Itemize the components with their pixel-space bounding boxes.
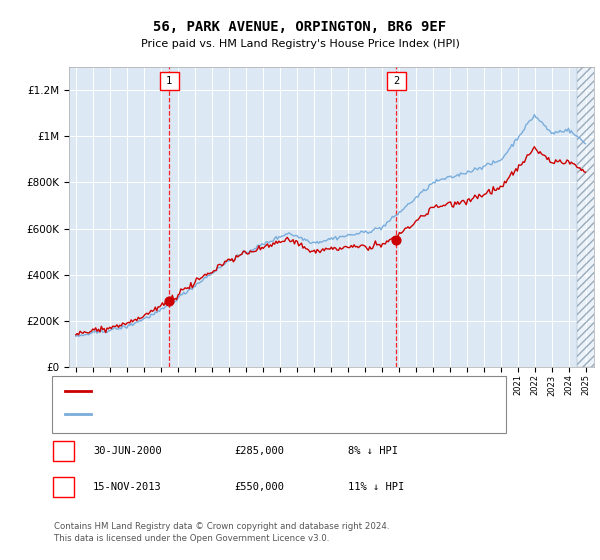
Text: 11% ↓ HPI: 11% ↓ HPI <box>348 482 404 492</box>
Point <box>392 236 401 245</box>
Text: HPI: Average price, detached house, Bromley: HPI: Average price, detached house, Brom… <box>96 409 332 419</box>
Text: £285,000: £285,000 <box>234 446 284 456</box>
Text: Price paid vs. HM Land Registry's House Price Index (HPI): Price paid vs. HM Land Registry's House … <box>140 39 460 49</box>
Bar <box>577 67 596 367</box>
Text: 2: 2 <box>61 482 67 492</box>
Text: 2: 2 <box>394 76 400 86</box>
Bar <box>577 67 596 367</box>
Text: 1: 1 <box>166 76 172 86</box>
Text: 56, PARK AVENUE, ORPINGTON, BR6 9EF (detached house): 56, PARK AVENUE, ORPINGTON, BR6 9EF (det… <box>96 386 401 396</box>
Text: 8% ↓ HPI: 8% ↓ HPI <box>348 446 398 456</box>
Text: 30-JUN-2000: 30-JUN-2000 <box>93 446 162 456</box>
Text: £550,000: £550,000 <box>234 482 284 492</box>
Text: 15-NOV-2013: 15-NOV-2013 <box>93 482 162 492</box>
Text: 56, PARK AVENUE, ORPINGTON, BR6 9EF: 56, PARK AVENUE, ORPINGTON, BR6 9EF <box>154 20 446 34</box>
Point <box>164 297 174 306</box>
Text: Contains HM Land Registry data © Crown copyright and database right 2024.
This d: Contains HM Land Registry data © Crown c… <box>54 522 389 543</box>
Text: 1: 1 <box>61 446 67 456</box>
